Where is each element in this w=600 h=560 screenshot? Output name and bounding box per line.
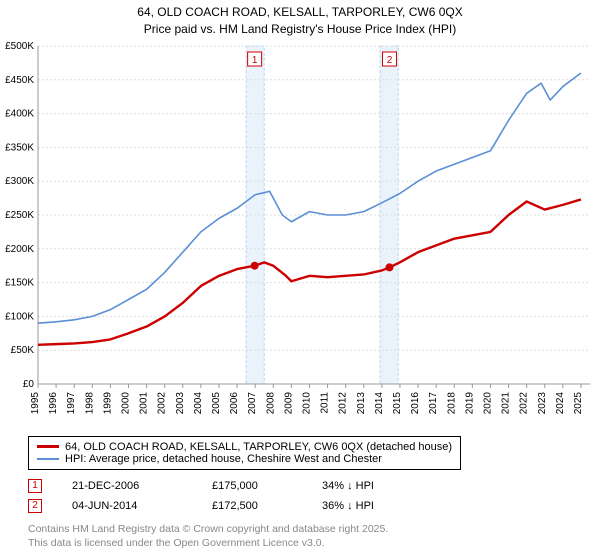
svg-text:1998: 1998: [84, 391, 95, 414]
svg-text:1995: 1995: [30, 391, 41, 414]
svg-text:2014: 2014: [374, 391, 385, 414]
title-line-1: 64, OLD COACH ROAD, KELSALL, TARPORLEY, …: [0, 4, 600, 21]
footer-line-2: This data is licensed under the Open Gov…: [28, 536, 600, 550]
svg-text:2022: 2022: [519, 391, 530, 414]
svg-text:2003: 2003: [175, 391, 186, 414]
svg-text:£450K: £450K: [5, 74, 34, 85]
svg-text:£100K: £100K: [5, 311, 34, 322]
marker-delta-2: 36% ↓ HPI: [322, 500, 422, 512]
svg-text:2018: 2018: [446, 391, 457, 414]
chart-title: 64, OLD COACH ROAD, KELSALL, TARPORLEY, …: [0, 0, 600, 38]
svg-text:£150K: £150K: [5, 277, 34, 288]
svg-text:2011: 2011: [320, 391, 331, 413]
title-line-2: Price paid vs. HM Land Registry's House …: [0, 21, 600, 38]
svg-text:2025: 2025: [573, 391, 584, 414]
svg-text:2005: 2005: [211, 391, 222, 414]
marker-badge-1: 1: [28, 479, 42, 493]
legend-label-property: 64, OLD COACH ROAD, KELSALL, TARPORLEY, …: [65, 441, 452, 453]
svg-text:£50K: £50K: [11, 345, 35, 356]
legend-row-hpi: HPI: Average price, detached house, Ches…: [37, 453, 452, 465]
marker-table: 1 21-DEC-2006 £175,000 34% ↓ HPI 2 04-JU…: [28, 476, 600, 516]
svg-text:2015: 2015: [392, 391, 403, 414]
svg-text:£200K: £200K: [5, 243, 34, 254]
svg-text:2008: 2008: [265, 391, 276, 414]
legend-swatch-property: [37, 445, 59, 448]
svg-text:2012: 2012: [338, 391, 349, 414]
svg-text:£350K: £350K: [5, 142, 34, 153]
svg-text:£250K: £250K: [5, 210, 34, 221]
svg-text:2009: 2009: [283, 391, 294, 414]
legend-swatch-hpi: [37, 458, 59, 460]
marker-date-2: 04-JUN-2014: [72, 500, 182, 512]
legend-label-hpi: HPI: Average price, detached house, Ches…: [65, 453, 382, 465]
svg-text:£500K: £500K: [5, 41, 34, 52]
svg-text:1996: 1996: [48, 391, 59, 414]
svg-text:1999: 1999: [102, 391, 113, 414]
line-chart-svg: £0 £50K £100K £150K £200K £250K £300K £350K £400…: [0, 38, 600, 430]
svg-text:2019: 2019: [464, 391, 475, 414]
marker-row-2: 2 04-JUN-2014 £172,500 36% ↓ HPI: [28, 496, 600, 516]
svg-text:2010: 2010: [301, 391, 312, 414]
svg-text:2021: 2021: [501, 391, 512, 414]
marker-badge-2: 2: [28, 499, 42, 513]
legend-row-property: 64, OLD COACH ROAD, KELSALL, TARPORLEY, …: [37, 441, 452, 453]
svg-text:2007: 2007: [247, 391, 258, 414]
svg-text:2006: 2006: [229, 391, 240, 414]
svg-text:£300K: £300K: [5, 176, 34, 187]
marker-row-1: 1 21-DEC-2006 £175,000 34% ↓ HPI: [28, 476, 600, 496]
svg-text:1: 1: [252, 55, 258, 66]
marker-price-1: £175,000: [212, 480, 292, 492]
svg-text:2002: 2002: [157, 391, 168, 414]
svg-text:2023: 2023: [537, 391, 548, 414]
svg-text:2: 2: [387, 55, 393, 66]
svg-text:2017: 2017: [428, 391, 439, 414]
svg-text:1997: 1997: [66, 391, 77, 414]
legend: 64, OLD COACH ROAD, KELSALL, TARPORLEY, …: [28, 436, 461, 470]
marker-price-2: £172,500: [212, 500, 292, 512]
chart-area: £0 £50K £100K £150K £200K £250K £300K £350K £400…: [0, 38, 600, 430]
svg-text:2013: 2013: [356, 391, 367, 414]
marker-delta-1: 34% ↓ HPI: [322, 480, 422, 492]
svg-text:2001: 2001: [139, 391, 150, 414]
svg-text:2020: 2020: [482, 391, 493, 414]
footer: Contains HM Land Registry data © Crown c…: [28, 522, 600, 550]
svg-text:2024: 2024: [555, 391, 566, 414]
marker-date-1: 21-DEC-2006: [72, 480, 182, 492]
svg-text:£400K: £400K: [5, 108, 34, 119]
svg-text:£0: £0: [23, 379, 35, 390]
svg-text:2004: 2004: [193, 391, 204, 414]
footer-line-1: Contains HM Land Registry data © Crown c…: [28, 522, 600, 536]
svg-text:2000: 2000: [120, 391, 131, 414]
svg-text:2016: 2016: [410, 391, 421, 414]
